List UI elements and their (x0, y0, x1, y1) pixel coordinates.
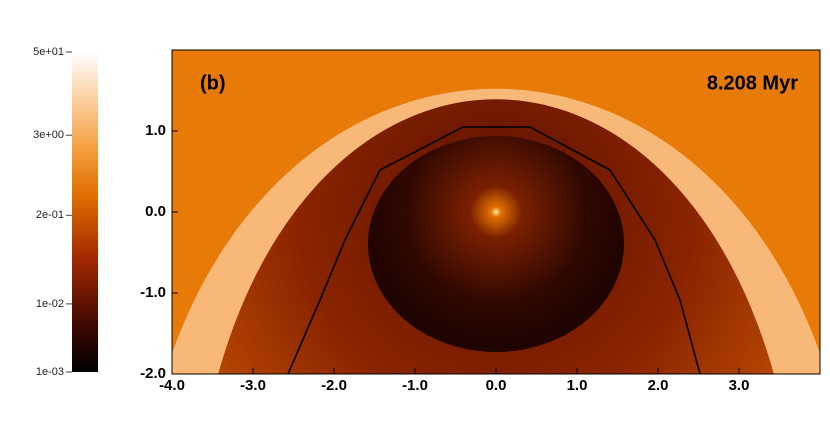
colorbar-tick-label: 1e-02 (36, 298, 64, 310)
colorbar-tick-label: 5e+01 (33, 46, 64, 58)
x-tick-label: 3.0 (729, 377, 750, 394)
x-tick-label: 2.0 (648, 377, 669, 394)
x-tick-label: -2.0 (321, 377, 347, 394)
x-tick-label: -3.0 (240, 377, 266, 394)
contour (287, 126, 701, 374)
bubble (368, 136, 624, 352)
y-tick-label: -2.0 (140, 365, 166, 382)
panel-label: (b) (200, 72, 226, 94)
x-tick-label: -4.0 (159, 377, 185, 394)
y-tick-label: -1.0 (140, 284, 166, 301)
colorbar (72, 52, 98, 372)
y-tick-label: 1.0 (145, 122, 166, 139)
x-tick-label: 1.0 (567, 377, 588, 394)
x-tick-label: 0.0 (486, 377, 507, 394)
time-label: 8.208 Myr (707, 72, 798, 94)
colorbar-tick-label: 1e-03 (36, 366, 64, 378)
colorbar-tick-label: 2e-01 (36, 209, 64, 221)
x-tick-label: -1.0 (402, 377, 428, 394)
density-map (172, 50, 820, 374)
colorbar-tick-label: 3e+00 (33, 129, 64, 141)
y-tick-label: 0.0 (145, 203, 166, 220)
